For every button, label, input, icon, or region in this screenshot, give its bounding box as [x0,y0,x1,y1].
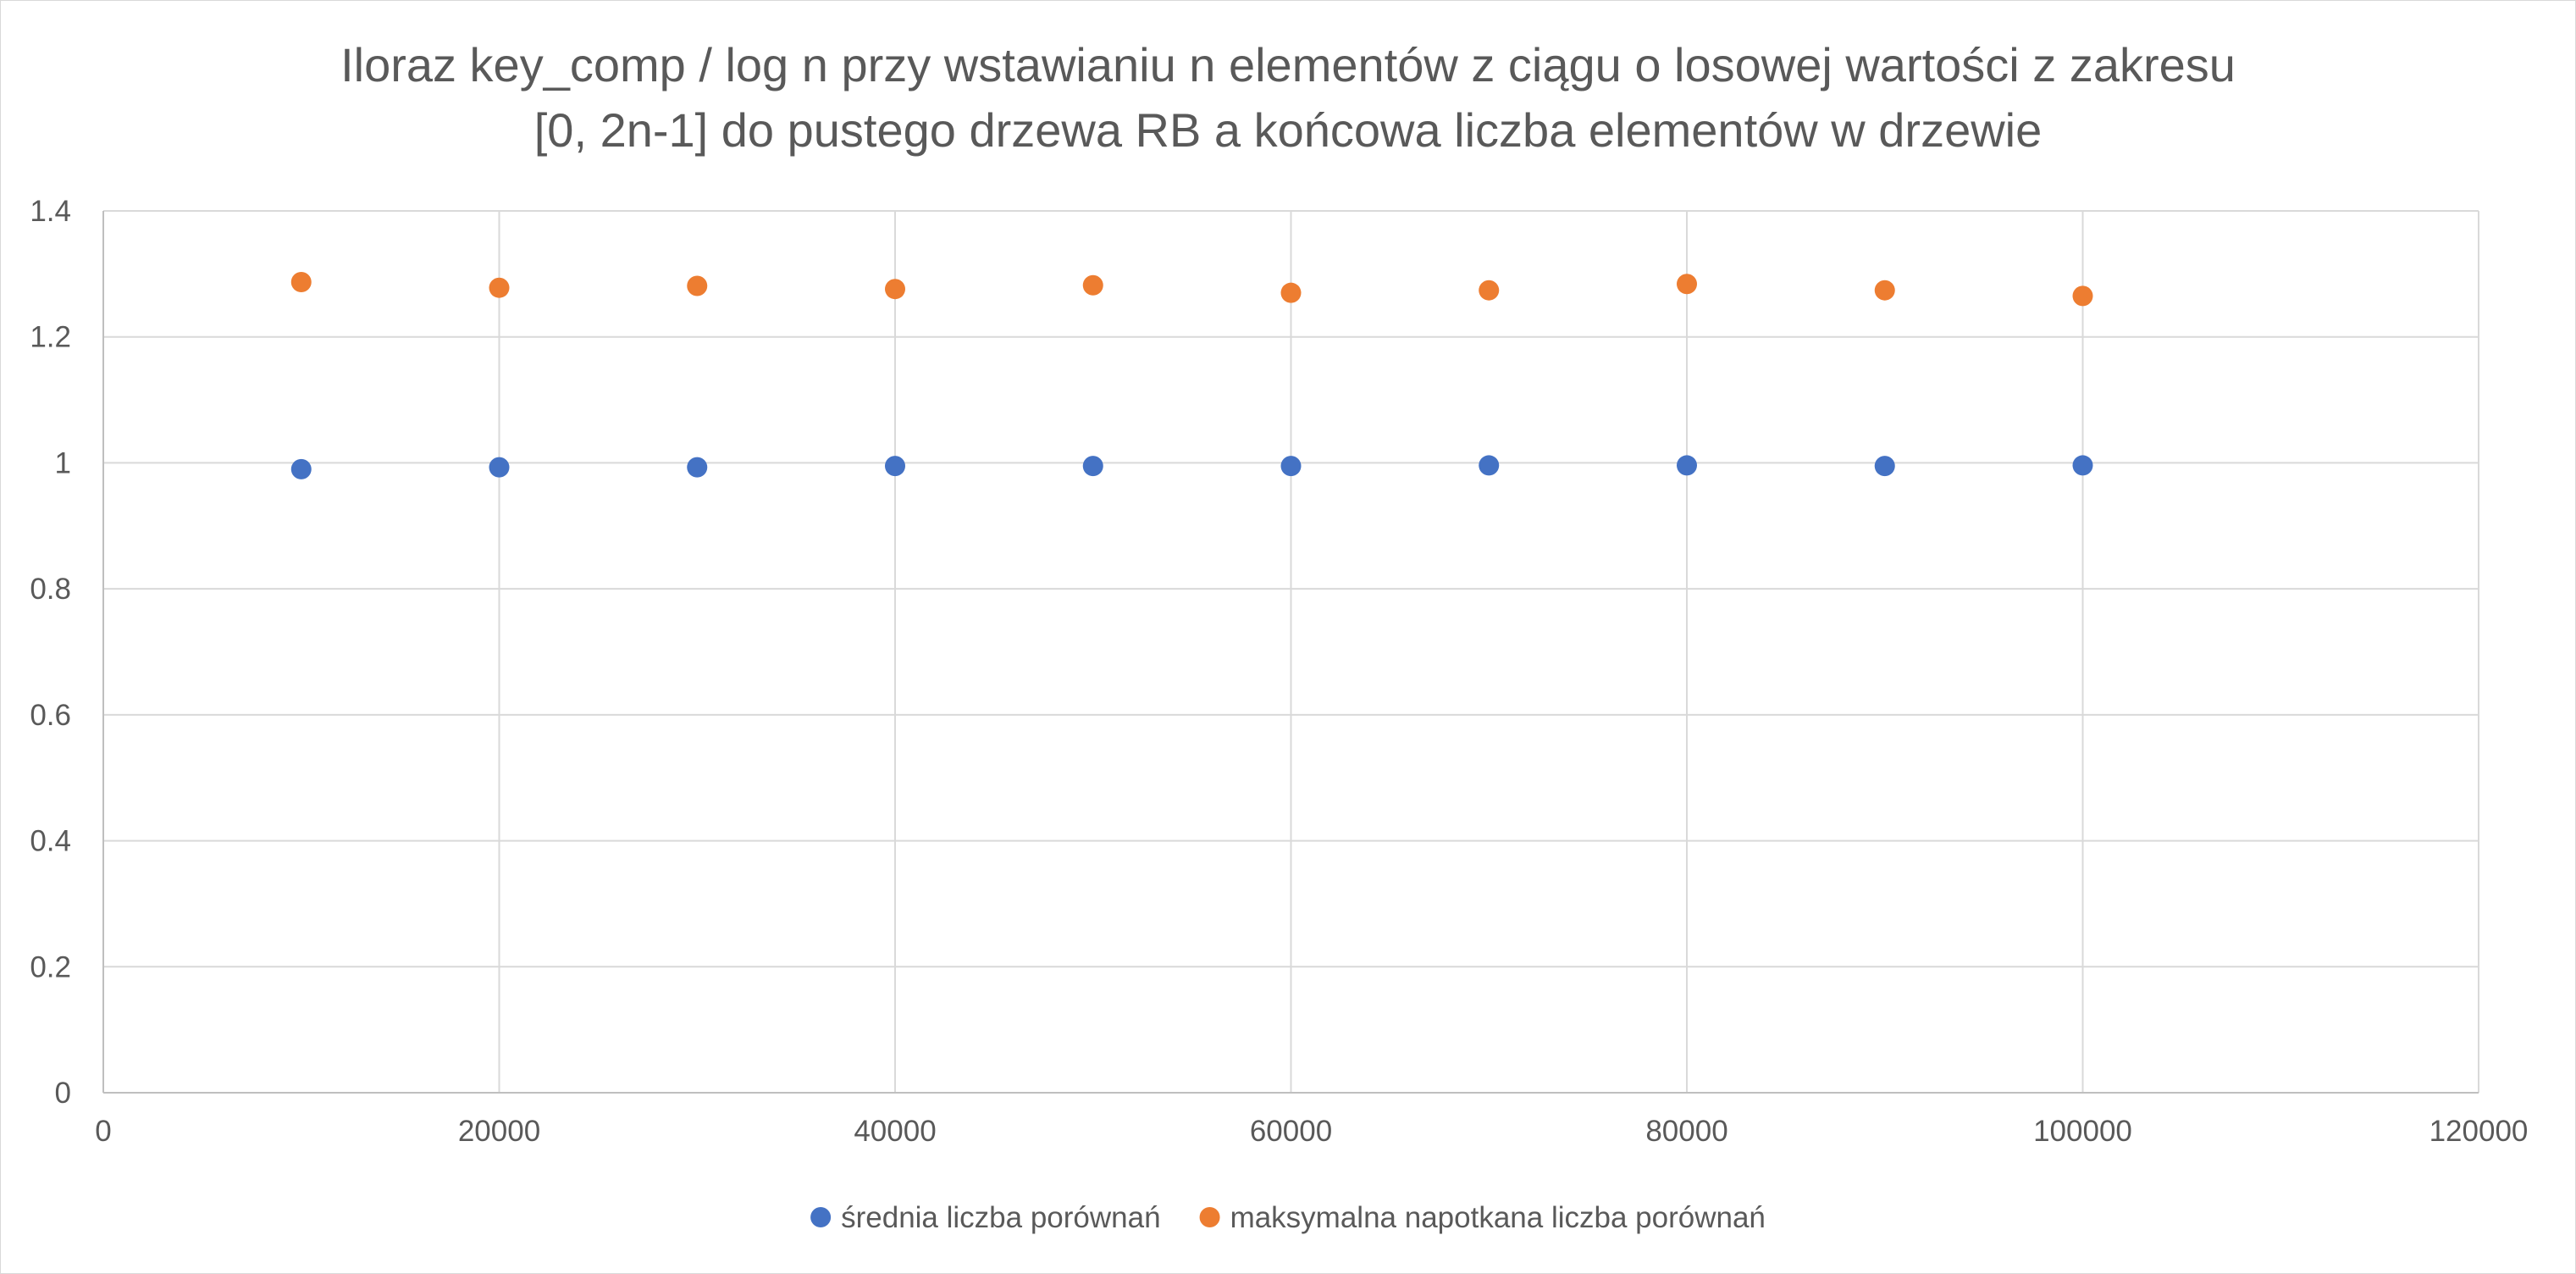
data-point [1479,455,1500,476]
data-point [2072,455,2093,476]
legend-marker [1199,1207,1220,1227]
data-point [885,279,905,300]
data-point [1082,274,1103,296]
y-tick-label: 0 [55,1077,71,1110]
data-point [1280,456,1302,477]
data-point [1874,456,1895,477]
y-tick-label: 0.6 [30,699,71,732]
chart-title-line-2: [0, 2n-1] do pustego drzewa RB a końcowa… [534,103,2043,157]
legend-marker [810,1207,832,1227]
x-tick-label: 120000 [2430,1115,2529,1148]
y-tick-label: 0.4 [30,825,71,858]
x-tick-label: 80000 [1645,1115,1727,1148]
x-tick-label: 0 [95,1115,111,1148]
data-points [290,272,2093,479]
x-tick-label: 100000 [2033,1115,2132,1148]
data-point [1677,455,1697,476]
data-point [1677,274,1697,295]
y-tick-label: 1.2 [30,321,71,354]
y-axis-tick-labels: 0 0.2 0.4 0.6 0.8 1 1.2 1.4 [30,195,71,1110]
data-point [489,277,510,298]
data-point [290,458,312,479]
x-axis-tick-labels: 0 20000 40000 60000 80000 100000 120000 [95,1115,2528,1148]
data-point [489,457,510,478]
legend-label: średnia liczba porównań [841,1201,1160,1234]
x-tick-label: 20000 [458,1115,540,1148]
y-tick-label: 1.4 [30,195,71,228]
chart-title-line-1: Iloraz key_comp / log n przy wstawianiu … [340,38,2236,91]
data-point [687,457,708,478]
data-point [1874,280,1895,301]
x-tick-label: 60000 [1250,1115,1332,1148]
data-point [885,456,905,477]
data-point [1280,282,1302,303]
x-tick-label: 40000 [854,1115,936,1148]
data-point [1082,456,1103,477]
legend: średnia liczba porównań maksymalna napotk… [810,1201,1766,1234]
data-point [290,272,312,293]
y-tick-label: 1 [55,446,71,479]
y-tick-label: 0.2 [30,950,71,983]
chart-title: Iloraz key_comp / log n przy wstawianiu … [340,38,2236,157]
data-point [2072,285,2093,307]
axes [102,211,2479,1094]
legend-label: maksymalna napotkana liczba porównań [1230,1201,1766,1234]
gridlines [103,210,2479,1093]
data-point [1479,280,1500,301]
data-point [687,275,708,296]
y-tick-label: 0.8 [30,573,71,606]
